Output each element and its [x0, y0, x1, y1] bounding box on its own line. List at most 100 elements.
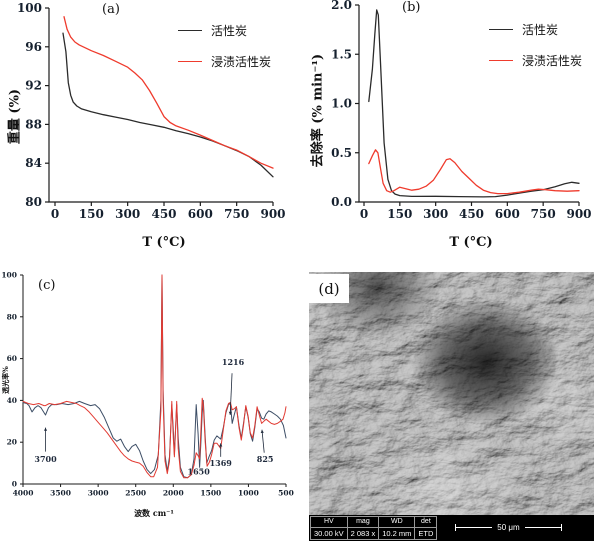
legend-line-red [178, 60, 202, 62]
sem-col-wd: WD 10.2 mm [378, 516, 416, 540]
svg-text:1500: 1500 [200, 489, 221, 498]
annotation-3700: 3700 [34, 454, 57, 464]
svg-text:1000: 1000 [238, 489, 259, 498]
panel-b-legend: 活性炭 浸渍活性炭 [489, 19, 582, 81]
svg-text:600: 600 [495, 207, 520, 221]
svg-text:900: 900 [260, 207, 285, 221]
det-label: det [415, 517, 437, 528]
scale-right-tick [561, 523, 562, 531]
hv-value: 30.00 kV [314, 529, 344, 538]
legend-line-red [489, 59, 513, 61]
svg-text:2000: 2000 [163, 489, 184, 498]
chart-c-ticks: 4000 3500 3000 2500 2000 1500 1000 500 0 20 40 60 80… [1, 271, 293, 498]
legend-item-activated-carbon: 活性炭 [178, 20, 271, 40]
sem-info-bar: HV 30.00 kV mag 2 083 x WD 10.2 mm det E… [309, 515, 594, 541]
legend-item-impregnated-carbon: 浸渍活性炭 [489, 50, 582, 70]
svg-text:500: 500 [278, 489, 294, 498]
sem-metadata-table: HV 30.00 kV mag 2 083 x WD 10.2 mm det E… [310, 516, 438, 540]
legend-line-black [489, 28, 513, 30]
annotation-1650: 1650 [188, 467, 211, 477]
sem-col-mag: mag 2 083 x [346, 516, 380, 540]
svg-text:80: 80 [7, 312, 17, 321]
svg-text:0.5: 0.5 [331, 146, 352, 160]
svg-text:0: 0 [12, 480, 17, 489]
panel-c-letter: (c) [38, 278, 56, 293]
svg-text:2500: 2500 [125, 489, 146, 498]
panel-a: 0 150 300 450 600 750 900 80 84 88 92 96 100 (a) 重量 … [0, 0, 300, 262]
annotation-1369: 1369 [210, 458, 233, 468]
chart-b-plot: 0 150 300 450 600 750 900 0.0 0.5 1.0 1.5 2.0 [331, 0, 591, 221]
sem-col-hv: HV 30.00 kV [310, 516, 348, 540]
legend-label: 浸渍活性炭 [211, 54, 272, 69]
sem-col-det: det ETD [414, 516, 438, 540]
svg-text:0: 0 [360, 207, 368, 221]
svg-text:84: 84 [25, 156, 42, 170]
svg-text:450: 450 [459, 207, 484, 221]
svg-text:92: 92 [25, 79, 42, 93]
svg-text:3000: 3000 [88, 489, 109, 498]
svg-text:600: 600 [188, 207, 213, 221]
annotation-1216: 1216 [222, 357, 245, 367]
chart-c-plot: 4000 3500 3000 2500 2000 1500 1000 500 0 20 40 60 80… [1, 271, 293, 498]
wd-label: WD [379, 517, 415, 528]
sem-texture [309, 272, 594, 515]
panel-b-letter: (b) [402, 0, 421, 15]
svg-text:0: 0 [51, 207, 59, 221]
svg-text:88: 88 [25, 117, 42, 131]
svg-text:750: 750 [531, 207, 556, 221]
scale-left-tick [455, 523, 456, 531]
chart-c-axes [22, 275, 286, 485]
scale-line [524, 526, 561, 528]
chart-c-series-0 [22, 274, 287, 479]
svg-text:60: 60 [7, 354, 17, 363]
svg-text:900: 900 [566, 207, 591, 221]
svg-text:0.0: 0.0 [331, 195, 352, 209]
svg-text:96: 96 [25, 40, 42, 54]
scale-text: 50 μm [497, 522, 520, 532]
svg-text:3500: 3500 [50, 489, 71, 498]
chart-b-series-1 [368, 149, 580, 195]
panel-a-ylabel: 重量 (%) [7, 88, 23, 145]
svg-text:2.0: 2.0 [331, 0, 352, 12]
legend-label: 浸渍活性炭 [522, 53, 583, 68]
det-value: ETD [418, 529, 434, 538]
sem-micrograph: (d) [309, 272, 594, 515]
chart-c-series-1 [22, 274, 287, 479]
legend-label: 活性炭 [522, 22, 559, 37]
mag-value: 2 083 x [350, 529, 376, 538]
svg-text:150: 150 [387, 207, 412, 221]
panel-d-letter: (d) [309, 274, 349, 303]
svg-text:750: 750 [224, 207, 249, 221]
svg-text:80: 80 [25, 195, 42, 209]
annotation-825: 825 [257, 454, 274, 464]
svg-text:20: 20 [7, 438, 17, 447]
wd-value: 10.2 mm [382, 529, 412, 538]
panel-a-legend: 活性炭 浸渍活性炭 [178, 20, 271, 82]
svg-text:300: 300 [423, 207, 448, 221]
svg-text:1.5: 1.5 [331, 47, 352, 61]
panel-b-xlabel: T (°C) [449, 235, 493, 250]
chart-a-plot: 0 150 300 450 600 750 900 80 84 88 92 96 100 [17, 1, 286, 221]
panel-a-letter: (a) [102, 2, 120, 17]
legend-label: 活性炭 [211, 23, 248, 38]
svg-text:450: 450 [151, 207, 176, 221]
panel-b-ylabel: 去除率 (% min⁻¹) [310, 53, 326, 168]
legend-item-impregnated-carbon: 浸渍活性炭 [178, 51, 271, 71]
chart-b-ticks: 0 150 300 450 600 750 900 0.0 0.5 1.0 1.5 2.0 [331, 0, 591, 221]
chart-a-series-1 [63, 16, 274, 169]
scale-line [456, 526, 493, 528]
svg-text:100: 100 [17, 1, 42, 15]
svg-text:1.0: 1.0 [331, 97, 352, 111]
legend-item-activated-carbon: 活性炭 [489, 19, 582, 39]
panel-a-xlabel: T (°C) [142, 235, 186, 250]
panel-c-xlabel: 波数 cm⁻¹ [134, 508, 174, 518]
panel-c-ylabel: 透光率% [1, 366, 10, 394]
panel-c: 4000 3500 3000 2500 2000 1500 1000 500 0 20 40 60 80… [0, 262, 308, 541]
svg-text:150: 150 [79, 207, 104, 221]
chart-a-ticks: 0 150 300 450 600 750 900 80 84 88 92 96 100 [17, 1, 286, 221]
hv-label: HV [311, 517, 347, 528]
sem-scale-bar: 50 μm [455, 515, 562, 539]
panel-b: 0 150 300 450 600 750 900 0.0 0.5 1.0 1.5 2.0 (b) 去… [300, 0, 600, 262]
svg-text:100: 100 [1, 271, 17, 280]
mag-label: mag [347, 517, 379, 528]
